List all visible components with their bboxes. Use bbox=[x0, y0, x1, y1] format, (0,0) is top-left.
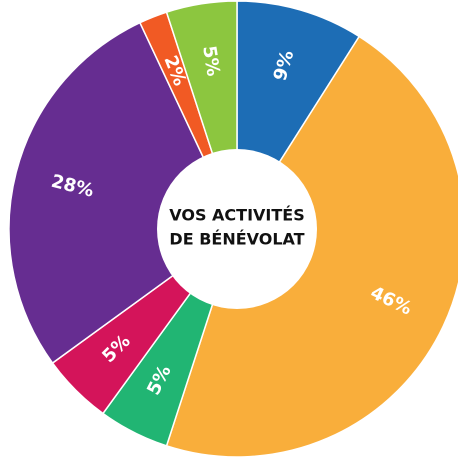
chart-title: VOS ACTIVITÉS bbox=[169, 206, 305, 225]
donut-hole bbox=[157, 149, 317, 309]
chart-title: DE BÉNÉVOLAT bbox=[169, 230, 304, 249]
data-label: 5% bbox=[198, 44, 224, 77]
slice bbox=[8, 21, 238, 365]
